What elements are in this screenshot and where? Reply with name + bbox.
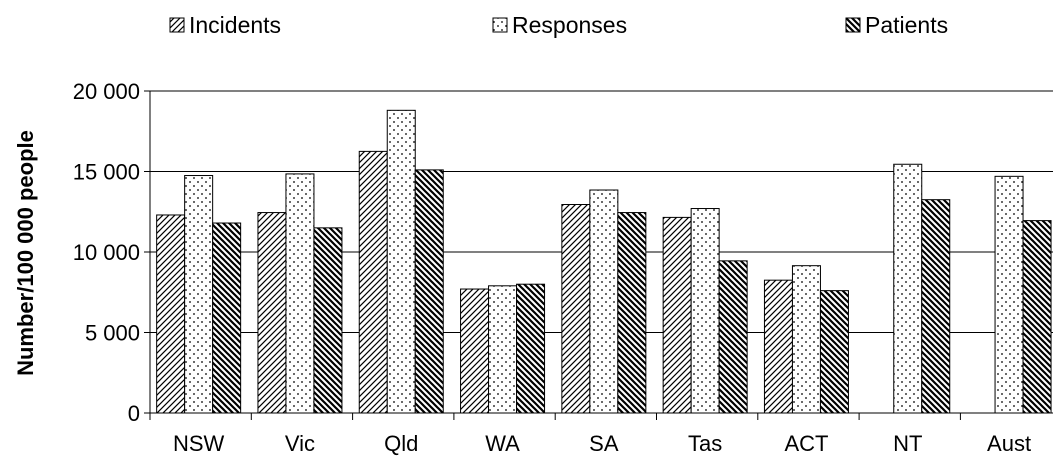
bar-patients-tas (718, 260, 748, 414)
bar-responses-nt (893, 163, 923, 414)
bar-patients-vic (313, 227, 343, 414)
bar-responses-qld (386, 109, 416, 414)
legend-item-patients: Patients (845, 12, 948, 38)
x-tick-label-tas: Tas (688, 431, 722, 456)
x-tick-label-nt: NT (893, 431, 922, 456)
bar-incidents-qld (358, 150, 388, 414)
legend-label-patients: Patients (865, 12, 948, 38)
bar-patients-aust (1022, 220, 1052, 414)
bar-responses-sa (589, 189, 619, 414)
y-tick-label-0: 0 (128, 401, 140, 426)
legend-item-responses: Responses (492, 12, 627, 38)
bar-responses-act (791, 265, 821, 414)
bar-incidents-wa (460, 288, 490, 414)
y-tick-label-10-000: 10 000 (73, 240, 140, 265)
bar-patients-nsw (212, 222, 242, 414)
bar-patients-nt (921, 199, 951, 414)
bar-patients-act (819, 290, 849, 414)
bar-responses-tas (690, 208, 720, 414)
legend-swatch-incidents (169, 17, 185, 33)
bar-responses-wa (488, 285, 518, 414)
x-tick-label-qld: Qld (384, 431, 418, 456)
y-axis-title: Number/100 000 people (13, 130, 38, 376)
legend-swatch-patients (845, 17, 861, 33)
bar-incidents-nsw (156, 214, 186, 414)
x-tick-label-vic: Vic (285, 431, 315, 456)
axes (144, 90, 1053, 420)
legend: Incidents Responses Patients (169, 12, 948, 38)
x-tick-label-sa: SA (589, 431, 619, 456)
bar-patients-sa (617, 212, 647, 414)
bar-responses-vic (285, 173, 315, 414)
legend-item-incidents: Incidents (169, 12, 281, 38)
y-tick-label-5-000: 5 000 (85, 321, 140, 346)
y-tick-label-15-000: 15 000 (73, 160, 140, 185)
bar-patients-qld (414, 169, 444, 414)
bars (156, 109, 1052, 414)
y-tick-labels: 0 5 000 10 000 15 000 20 000 (73, 79, 140, 426)
bar-responses-aust (994, 175, 1024, 414)
bar-incidents-sa (561, 204, 591, 414)
bar-incidents-act (763, 279, 793, 414)
y-tick-label-20-000: 20 000 (73, 79, 140, 104)
x-tick-label-act: ACT (784, 431, 828, 456)
x-tick-label-wa: WA (485, 431, 520, 456)
x-tick-label-nsw: NSW (173, 431, 225, 456)
bar-patients-wa (516, 283, 546, 414)
x-tick-label-aust: Aust (987, 431, 1031, 456)
bar-responses-nsw (184, 175, 214, 414)
legend-label-responses: Responses (512, 12, 627, 38)
category-labels: NSW Vic Qld WA SA Tas ACT NT Aust (173, 431, 1031, 456)
bar-incidents-tas (662, 216, 692, 414)
legend-swatch-responses (492, 17, 508, 33)
bar-incidents-vic (257, 212, 287, 414)
legend-label-incidents: Incidents (189, 12, 281, 38)
